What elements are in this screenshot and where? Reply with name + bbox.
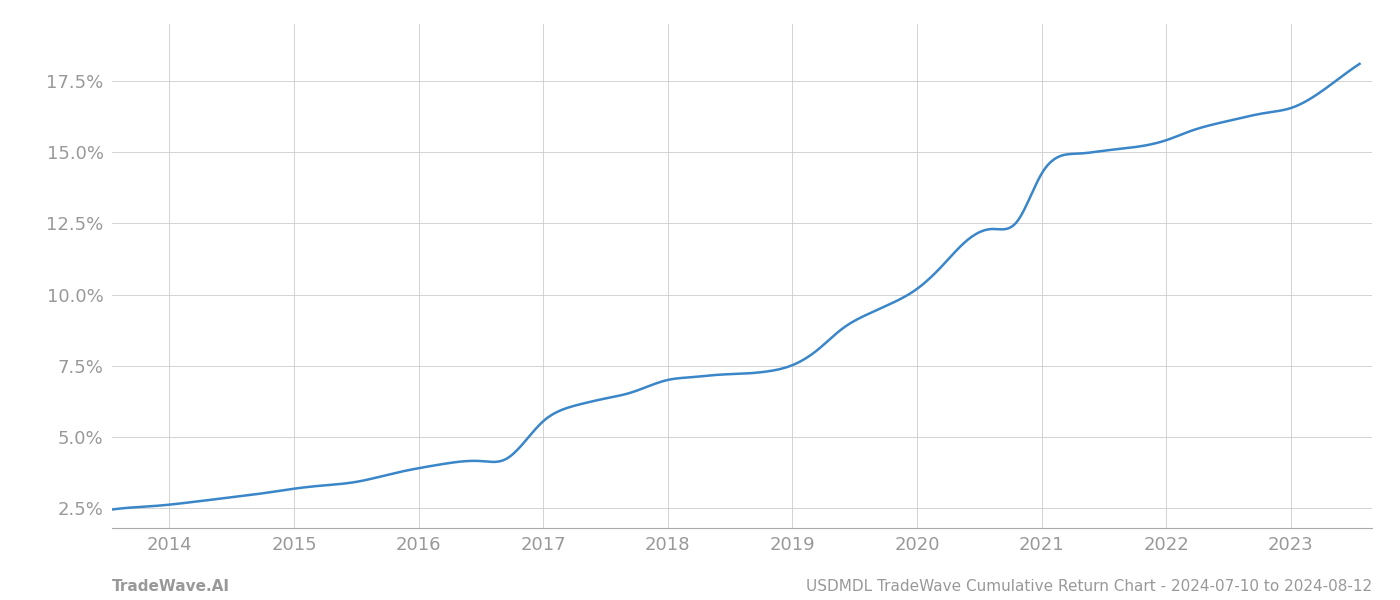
Text: USDMDL TradeWave Cumulative Return Chart - 2024-07-10 to 2024-08-12: USDMDL TradeWave Cumulative Return Chart… <box>806 579 1372 594</box>
Text: TradeWave.AI: TradeWave.AI <box>112 579 230 594</box>
